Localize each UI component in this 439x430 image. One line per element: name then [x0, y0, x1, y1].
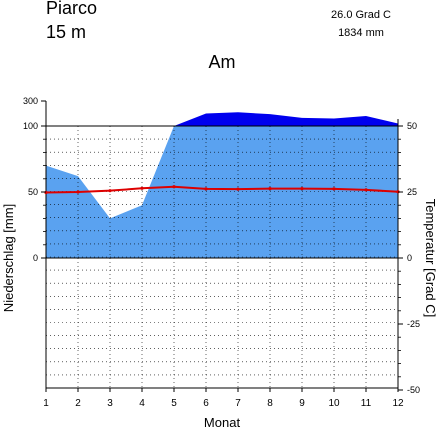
temperature-point	[204, 187, 208, 191]
left-tick-label: 0	[33, 253, 38, 263]
x-tick-label: 5	[171, 398, 177, 409]
right-tick-label: 0	[407, 253, 412, 263]
right-tick-label: 25	[407, 187, 417, 197]
x-tick-label: 9	[299, 398, 305, 409]
x-tick-label: 6	[203, 398, 209, 409]
station-name: Piarco	[46, 0, 97, 18]
x-tick-label: 1	[43, 398, 49, 409]
x-tick-label: 12	[392, 398, 404, 409]
x-tick-label: 7	[235, 398, 241, 409]
annual-precipitation: 1834 mm	[338, 27, 384, 39]
temperature-point	[300, 186, 304, 191]
left-tick-label: 300	[23, 96, 38, 106]
y-axis-left-label: Niederschlag [mm]	[1, 204, 16, 312]
x-tick-label: 4	[139, 398, 145, 409]
station-elevation: 15 m	[46, 22, 86, 42]
temperature-point	[364, 188, 368, 192]
right-tick-label: -50	[407, 385, 420, 395]
temperature-point	[76, 190, 80, 194]
x-tick-label: 8	[267, 398, 273, 409]
temperature-point	[268, 186, 272, 191]
temperature-point	[140, 186, 144, 190]
y-axis-right-label: Temperatur [Grad C]	[423, 199, 438, 318]
left-tick-label: 50	[28, 187, 38, 197]
temperature-line	[45, 185, 399, 194]
left-tick-label: 100	[23, 121, 38, 131]
x-tick-label: 2	[75, 398, 81, 409]
temperature-point	[332, 187, 336, 191]
plot-frame	[45, 125, 399, 389]
temperature-point	[172, 185, 176, 189]
temperature-point	[108, 189, 112, 193]
x-tick-label: 3	[107, 398, 113, 409]
chart-title: Am	[209, 52, 236, 72]
mean-temperature: 26.0 Grad C	[331, 9, 391, 21]
precip-area	[46, 126, 398, 258]
right-tick-label: -25	[407, 319, 420, 329]
precip-excess-area	[46, 112, 398, 126]
x-tick-label: 10	[328, 398, 340, 409]
right-tick-label: 50	[407, 121, 417, 131]
x-axis-label: Monat	[204, 415, 241, 430]
temperature-point	[236, 187, 240, 191]
x-tick-label: 11	[361, 398, 372, 409]
temperature-point	[44, 190, 48, 195]
